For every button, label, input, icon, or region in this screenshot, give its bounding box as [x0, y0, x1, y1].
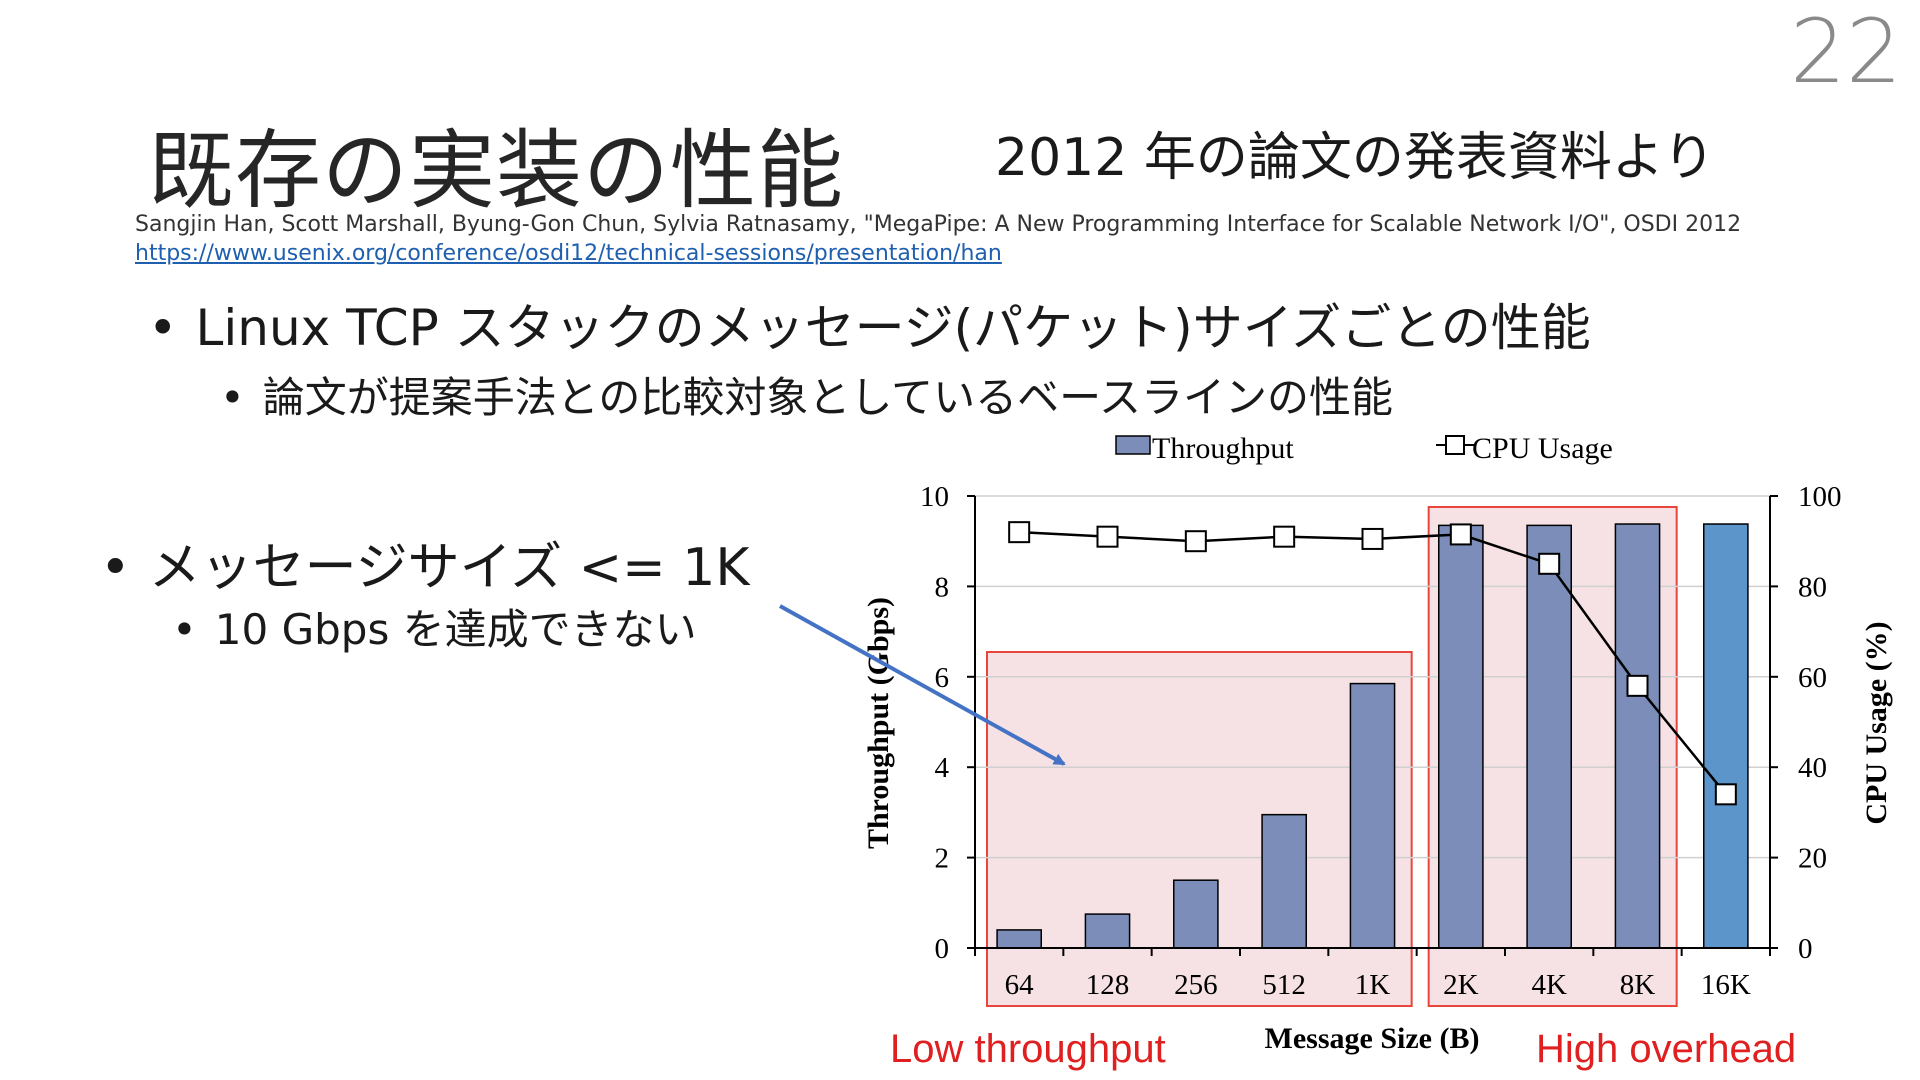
x-axis-title: Message Size (B) — [1265, 1022, 1480, 1055]
cpu-usage-marker — [1361, 527, 1384, 550]
legend-label-throughput: Throughput — [1152, 432, 1294, 465]
bar-throughput — [1438, 524, 1484, 949]
cpu-usage-marker — [1714, 783, 1737, 806]
y2-tick-label: 100 — [1798, 481, 1842, 513]
cpu-usage-marker — [1008, 521, 1031, 544]
bars — [996, 523, 1749, 949]
bullet-10gbps: • 10 Gbps を達成できない — [172, 596, 697, 657]
cpu-usage-marker — [1538, 552, 1561, 575]
tick-labels: 64 128 256 512 1K 2K 4K 8K 16K024681002040608010… — [920, 481, 1842, 1001]
bullet-text: 論文が提案手法との比較対象としているベースラインの性能 — [262, 373, 1394, 422]
y2-tick-label: 20 — [1798, 843, 1827, 875]
y-axis-title: Throughput (Gbps) — [862, 597, 895, 849]
bar-throughput — [1614, 523, 1661, 949]
x-tick-label: 8K — [1620, 969, 1656, 1001]
bullet-text: Linux TCP スタックのメッセージ(パケット)サイズごとの性能 — [195, 299, 1591, 357]
y2-tick-label: 60 — [1798, 662, 1827, 694]
annotation-arrow — [779, 604, 1066, 766]
x-tick-label: 1K — [1355, 969, 1391, 1001]
legend-marker-cpu — [1445, 435, 1465, 455]
bar-throughput — [1349, 682, 1396, 949]
bar-throughput — [1261, 813, 1308, 949]
cpu-line — [1008, 521, 1737, 806]
legend-swatch-throughput — [1115, 435, 1151, 455]
legend: Throughput CPU Usage — [1115, 432, 1613, 465]
cpu-usage-marker — [1096, 525, 1119, 548]
y-tick-label: 8 — [935, 571, 950, 603]
x-tick-label: 16K — [1701, 969, 1751, 1001]
bullet-icon: • — [220, 373, 245, 422]
y2-tick-label: 0 — [1798, 933, 1813, 965]
bar-throughput — [1173, 879, 1219, 949]
x-tick-label: 128 — [1086, 969, 1130, 1001]
annotation-low-throughput: Low throughput — [890, 1027, 1166, 1071]
x-tick-label: 2K — [1443, 969, 1479, 1001]
y-tick-label: 6 — [935, 662, 950, 694]
x-tick-label: 64 — [1005, 969, 1035, 1001]
y-tick-label: 10 — [920, 481, 949, 513]
bar-throughput — [1703, 523, 1749, 949]
citation-text: Sangjin Han, Scott Marshall, Byung-Gon C… — [135, 212, 1742, 237]
y2-tick-label: 80 — [1798, 571, 1827, 603]
x-tick-label: 512 — [1262, 969, 1306, 1001]
legend-label-cpu: CPU Usage — [1472, 432, 1613, 465]
bar-throughput — [1526, 524, 1573, 949]
bullet-text: 10 Gbps を達成できない — [214, 605, 697, 654]
y2-tick-label: 40 — [1798, 752, 1827, 784]
cpu-usage-marker — [1449, 523, 1472, 546]
y-tick-label: 2 — [935, 843, 950, 875]
highlight-region — [986, 651, 1413, 1007]
bullet-linux-tcp: • Linux TCP スタックのメッセージ(パケット)サイズごとの性能 — [148, 288, 1591, 360]
bar-throughput — [996, 929, 1042, 949]
bullet-baseline: • 論文が提案手法との比較対象としているベースラインの性能 — [220, 364, 1393, 425]
bullet-icon: • — [172, 605, 197, 654]
bar-throughput — [1084, 913, 1131, 949]
bullet-icon: • — [100, 538, 131, 598]
axes — [967, 495, 1778, 956]
y2-axis-title: CPU Usage (%) — [1860, 621, 1893, 824]
cpu-usage-marker — [1626, 674, 1649, 697]
x-tick-label: 256 — [1174, 969, 1218, 1001]
bullet-icon: • — [148, 299, 178, 357]
citation-link[interactable]: https://www.usenix.org/conference/osdi12… — [135, 241, 1002, 266]
cpu-usage-marker — [1273, 525, 1296, 548]
annotation-high-overhead: High overhead — [1536, 1027, 1796, 1071]
cpu-usage-marker — [1184, 530, 1207, 553]
slide-subtitle: 2012 年の論文の発表資料より — [995, 128, 1715, 188]
bullet-message-size: • メッセージサイズ <= 1K — [100, 525, 749, 600]
bullet-text: メッセージサイズ <= 1K — [148, 538, 750, 598]
y-tick-label: 4 — [935, 752, 950, 784]
slide-title: 既存の実装の性能 — [148, 121, 844, 221]
page-number: 22 — [1790, 0, 1902, 103]
y-tick-label: 0 — [935, 933, 950, 965]
x-tick-label: 4K — [1531, 969, 1567, 1001]
